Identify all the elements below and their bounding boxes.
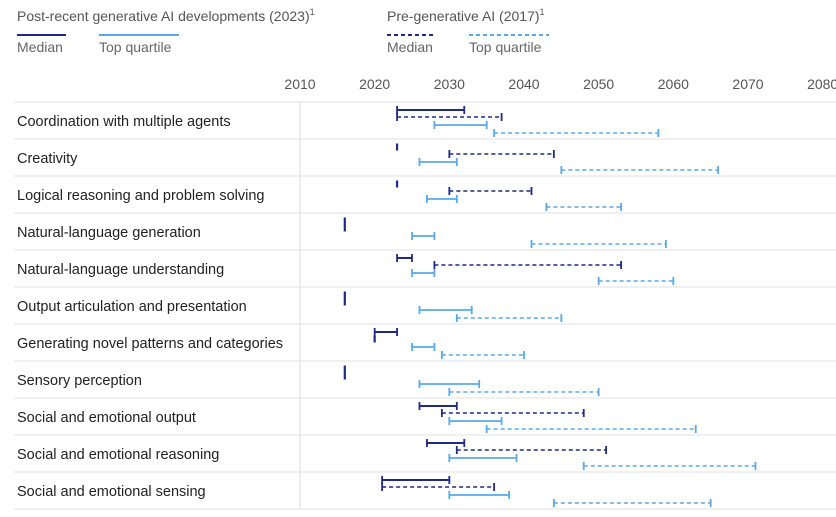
legend-pre-title: Pre-generative AI (2017)1 — [387, 7, 545, 24]
category-label: Sensory perception — [17, 373, 142, 389]
category-label: Generating novel patterns and categories — [17, 336, 283, 352]
category-row: Social and emotional sensing — [17, 476, 712, 507]
category-label: Social and emotional reasoning — [17, 447, 219, 463]
category-label: Output articulation and presentation — [17, 299, 247, 315]
x-tick-label: 2020 — [359, 76, 390, 92]
x-tick-label: 2080 — [807, 76, 836, 92]
category-label: Creativity — [17, 151, 78, 167]
category-row: Coordination with multiple agents — [17, 106, 660, 137]
category-label: Logical reasoning and problem solving — [17, 188, 264, 204]
legend-pre-topq-label: Top quartile — [469, 39, 542, 55]
legend-post-title: Post-recent generative AI developments (… — [17, 7, 315, 24]
category-row: Generating novel patterns and categories — [17, 328, 525, 359]
x-tick-label: 2050 — [583, 76, 614, 92]
x-tick-label: 2010 — [284, 76, 315, 92]
category-row: Natural-language understanding — [17, 254, 675, 285]
x-tick-label: 2070 — [732, 76, 763, 92]
x-axis: 2010 2020 2030 2040 2050 2060 2070 2080 — [284, 76, 836, 92]
grid — [14, 101, 836, 510]
category-row: Logical reasoning and problem solving — [17, 180, 622, 211]
x-tick-label: 2030 — [434, 76, 465, 92]
legend-post-topq-label: Top quartile — [99, 39, 172, 55]
legend-pre-median-label: Median — [387, 39, 433, 55]
category-label: Natural-language generation — [17, 225, 201, 241]
category-label: Natural-language understanding — [17, 262, 224, 278]
category-row: Social and emotional reasoning — [17, 439, 757, 470]
x-tick-label: 2040 — [508, 76, 539, 92]
category-row: Social and emotional output — [17, 402, 697, 433]
category-label: Social and emotional sensing — [17, 484, 206, 500]
category-row: Creativity — [17, 143, 720, 174]
category-label: Coordination with multiple agents — [17, 114, 231, 130]
x-tick-label: 2060 — [658, 76, 689, 92]
category-row: Output articulation and presentation — [17, 291, 563, 322]
category-label: Social and emotional output — [17, 410, 196, 426]
legend-post-median-label: Median — [17, 39, 63, 55]
category-row: Natural-language generation — [17, 217, 667, 248]
chart-rows: Coordination with multiple agents Creativ… — [17, 106, 757, 507]
legend: Post-recent generative AI developments (… — [17, 7, 549, 55]
category-row: Sensory perception — [17, 365, 600, 396]
